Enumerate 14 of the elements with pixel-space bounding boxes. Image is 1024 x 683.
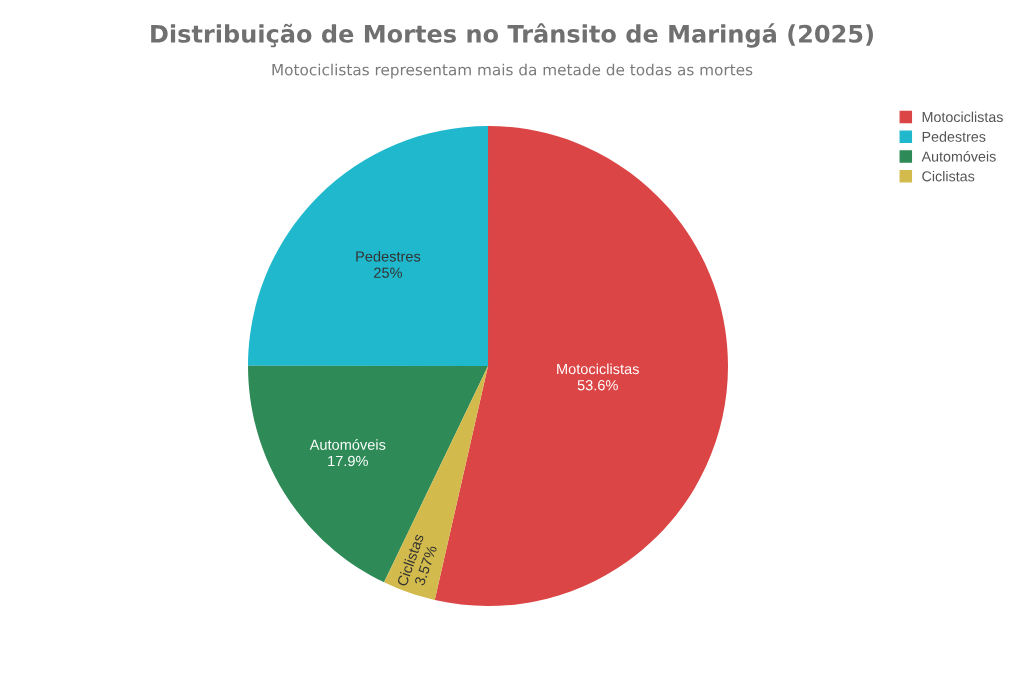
data-label: 25% [374,267,403,278]
pie-slice [248,126,489,367]
legend-label: Motociclistas [922,111,1003,123]
slice-label: Automóveis [309,439,386,450]
chart-subtitle: Motociclistas representam mais da metade de todas as mortes [272,63,753,79]
legend-label: Automóveis [921,150,996,162]
chart-title: Distribuição de Mortes no Trânsito de Maringá (2025) [151,23,873,48]
data-label: 53.6% [577,380,618,391]
data-label: 17.9% [328,455,368,467]
pie-slice [384,366,489,601]
legend-label: Ciclistas [922,170,975,182]
slice-label: Motociclistas [557,363,639,375]
legend-label: Pedestres [922,131,986,142]
slice-label: Pedestres [356,250,421,262]
